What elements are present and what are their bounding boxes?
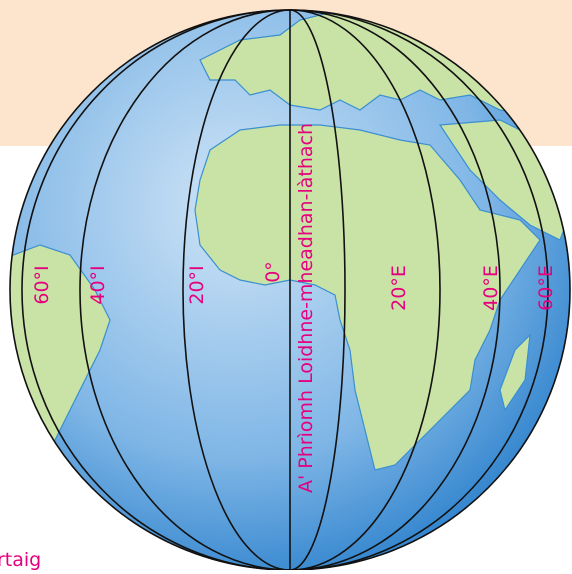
meridian-line <box>21 9 291 571</box>
africa <box>194 124 541 471</box>
meridian-label: 40°I <box>87 265 109 304</box>
meridian-line <box>79 9 291 571</box>
meridian-label: 20°E <box>388 265 410 311</box>
meridian-label: 0° <box>262 261 284 283</box>
meridian-label: 60°I <box>31 265 53 304</box>
meridian-line <box>289 9 501 571</box>
meridian-line <box>182 9 291 571</box>
meridian-line <box>289 9 346 571</box>
meridian-line <box>289 9 441 571</box>
meridian-line <box>289 9 549 571</box>
meridian-label: 40°E <box>480 265 502 311</box>
prime-meridian-label: A' Phrìomh Loidhne-mheadhan-làthach <box>295 123 317 493</box>
madagascar <box>499 333 531 412</box>
meridian-label: 20°I <box>186 265 208 304</box>
cropped-text: rtaig <box>0 549 41 570</box>
meridian-label: 60°E <box>535 265 557 311</box>
